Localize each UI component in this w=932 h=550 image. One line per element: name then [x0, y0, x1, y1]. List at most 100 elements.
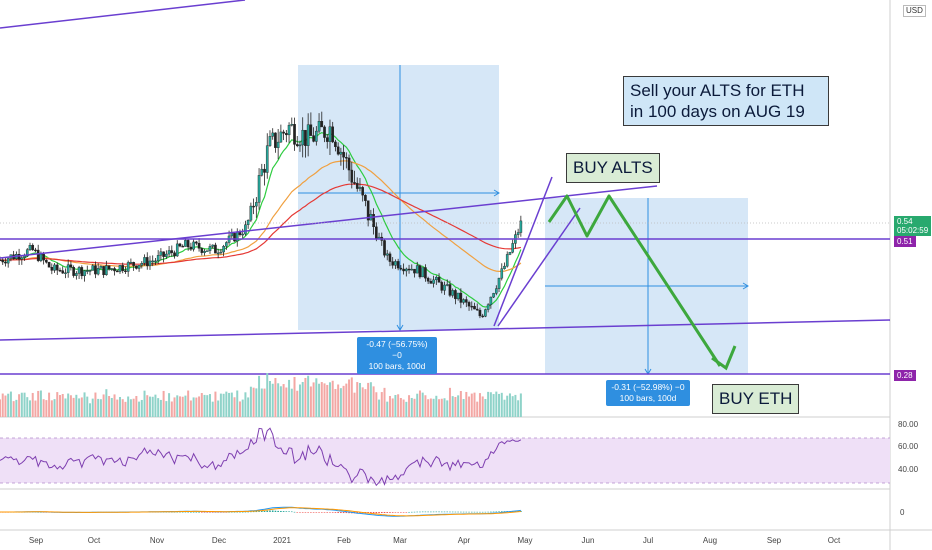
candle-body	[156, 255, 160, 262]
volume-bar	[116, 399, 119, 417]
macd-histogram-bar	[413, 511, 416, 513]
volume-bar	[274, 378, 277, 417]
volume-bar	[206, 395, 209, 417]
candle-body	[339, 151, 343, 155]
volume-bar	[465, 391, 468, 417]
macd-histogram-bar	[348, 512, 350, 514]
volume-bar	[432, 398, 435, 417]
volume-bar	[255, 388, 258, 417]
volume-bar	[457, 395, 460, 417]
volume-bar	[20, 392, 23, 417]
candle-body	[317, 121, 321, 132]
macd-histogram-bar	[473, 511, 476, 513]
candle-body	[192, 241, 195, 250]
candle-body	[124, 270, 127, 272]
volume-bar	[236, 390, 239, 417]
volume-bar	[184, 395, 187, 417]
volume-bar	[15, 399, 18, 417]
candle-body	[298, 144, 302, 147]
volume-bar	[397, 394, 400, 417]
support-trendline	[0, 319, 891, 341]
volume-bar	[124, 401, 127, 417]
candle-body	[443, 284, 446, 291]
candle-body	[315, 130, 318, 142]
candle-body	[55, 264, 59, 271]
candle-body	[405, 268, 408, 272]
volume-bar	[78, 398, 81, 417]
volume-bar	[105, 389, 108, 417]
volume-bar	[50, 400, 53, 417]
currency-label[interactable]: USD	[903, 5, 926, 17]
macd-histogram-bar	[195, 511, 198, 513]
volume-bar	[48, 392, 51, 417]
macd-histogram-bar	[410, 511, 413, 513]
candle-body	[465, 299, 468, 303]
volume-bar	[438, 399, 441, 417]
candle-body	[216, 252, 220, 255]
macd-histogram-bar	[386, 512, 389, 513]
candle-body	[505, 254, 509, 267]
volume-bar	[88, 403, 91, 417]
candle-body	[396, 261, 400, 269]
macd-histogram-bar	[383, 512, 386, 514]
volume-bar	[247, 397, 250, 417]
volume-bar	[443, 398, 446, 417]
candle-body	[88, 270, 92, 272]
volume-bar	[214, 391, 217, 417]
volume-bar	[200, 393, 203, 417]
candle-body	[50, 267, 54, 271]
macd-histogram-bar	[239, 511, 241, 513]
volume-bar	[192, 397, 195, 417]
candle-body	[328, 126, 332, 142]
volume-bar	[356, 382, 359, 417]
volume-bar	[108, 396, 111, 417]
macd-histogram-bar	[337, 512, 339, 513]
candle-body	[230, 233, 234, 237]
macd-histogram-bar	[460, 511, 462, 513]
volume-bar	[64, 398, 67, 417]
macd-histogram-bar	[492, 511, 495, 513]
macd-histogram-bar	[176, 511, 179, 513]
candle-body	[143, 257, 146, 264]
macd-histogram-bar	[190, 511, 192, 513]
wedge-lower-line	[497, 207, 581, 327]
candle-body	[42, 254, 45, 261]
macd-histogram-bar	[432, 511, 435, 513]
candle-body	[107, 265, 111, 270]
candle-body	[347, 157, 351, 171]
macd-histogram-bar	[454, 511, 457, 513]
candle-body	[186, 240, 190, 248]
volume-bar	[91, 398, 94, 417]
volume-bar	[353, 392, 356, 417]
volume-bar	[358, 382, 361, 417]
top-trendline	[0, 0, 246, 29]
volume-bar	[489, 392, 492, 417]
candle-body	[257, 175, 261, 203]
candle-body	[28, 245, 32, 250]
macd-histogram-bar	[184, 511, 187, 513]
macd-histogram-bar	[312, 512, 315, 513]
candle-body	[233, 233, 236, 242]
volume-bar	[146, 395, 149, 417]
volume-bar	[446, 400, 449, 417]
volume-bar	[399, 398, 402, 417]
macd-histogram-bar	[282, 511, 285, 512]
x-tick-label: Oct	[828, 536, 841, 545]
candle-body	[511, 243, 514, 253]
volume-bar	[228, 392, 231, 417]
bar-countdown: 05:02:59	[897, 226, 929, 235]
volume-bar	[266, 373, 269, 417]
volume-bar	[470, 393, 473, 417]
rising-resistance-line	[0, 185, 658, 259]
candle-body	[72, 267, 75, 276]
volume-bar	[118, 396, 121, 417]
macd-histogram-bar	[250, 511, 252, 513]
x-tick-label: Sep	[767, 536, 782, 545]
volume-bar	[138, 401, 141, 417]
candle-body	[195, 241, 198, 244]
macd-histogram-bar	[217, 512, 219, 513]
volume-bar	[1, 393, 4, 417]
volume-bar	[154, 394, 157, 417]
